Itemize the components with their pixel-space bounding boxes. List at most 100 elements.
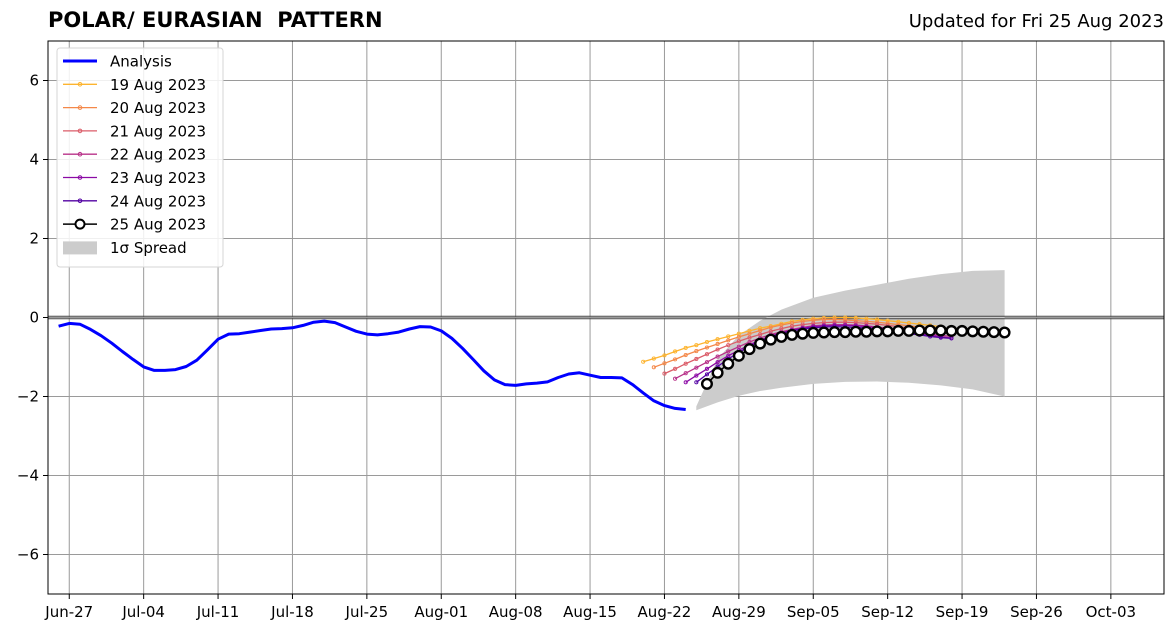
forecast-point: [694, 373, 699, 378]
forecast-point: [775, 330, 788, 343]
forecast-point: [715, 341, 720, 347]
forecast-point: [715, 337, 720, 342]
x-tick-label: Jul-11: [196, 603, 240, 621]
legend-marker: [77, 82, 83, 87]
forecast-point: [807, 326, 820, 339]
forecast-point: [683, 380, 688, 385]
forecast-point: [683, 371, 688, 376]
legend-marker: [77, 105, 83, 110]
forecast-point: [673, 349, 678, 354]
forecast-25-aug-2023: [700, 324, 1011, 390]
legend-label: Analysis: [110, 53, 172, 71]
spread-band: [696, 270, 1005, 411]
legend-label: 22 Aug 2023: [110, 146, 206, 164]
forecast-point: [715, 347, 720, 352]
forecast-point: [881, 325, 894, 338]
forecast-point: [651, 356, 656, 361]
forecast-point: [683, 361, 688, 366]
forecast-point: [704, 360, 710, 365]
legend-label: 21 Aug 2023: [110, 122, 206, 140]
legend-label: 20 Aug 2023: [110, 99, 206, 117]
forecast-point: [694, 365, 699, 370]
x-tick-label: Jun-27: [44, 603, 93, 621]
forecast-point: [694, 380, 699, 385]
forecast-point: [704, 339, 710, 345]
y-tick-label: 6: [29, 72, 39, 90]
forecast-point: [934, 324, 947, 337]
analysis-series: [58, 319, 686, 411]
forecast-line: [653, 318, 941, 368]
legend-label: 1σ Spread: [110, 239, 187, 257]
legend-marker: [74, 218, 86, 230]
analysis-line: [58, 319, 686, 411]
forecast-point: [704, 352, 710, 357]
legend-item: 25 Aug 2023: [63, 216, 206, 234]
x-tick-label: Sep-26: [1010, 603, 1063, 621]
forecast-point: [998, 326, 1011, 339]
x-tick-label: Sep-19: [936, 603, 989, 621]
x-tick-label: Oct-03: [1086, 603, 1136, 621]
legend-marker: [77, 198, 83, 204]
forecast-point: [747, 331, 752, 336]
forecast-point: [966, 325, 979, 338]
forecast-point: [956, 324, 969, 337]
forecast-point: [849, 325, 862, 338]
legend-item: 20 Aug 2023: [63, 99, 206, 117]
chart-title: POLAR/ EURASIAN PATTERN: [48, 8, 383, 32]
legend-item: 22 Aug 2023: [63, 146, 206, 164]
forecast-point: [892, 324, 905, 337]
legend: Analysis 19 Aug 2023 20 Aug 2023 21 Aug 202…: [56, 47, 224, 268]
latest-forecast-series: [700, 324, 1011, 390]
forecast-point: [673, 376, 678, 381]
forecast-point: [977, 325, 990, 338]
chart-updated-date: Updated for Fri 25 Aug 2023: [908, 11, 1164, 32]
forecast-point: [758, 326, 763, 331]
forecast-point: [828, 326, 841, 339]
forecast-point: [747, 335, 752, 340]
forecast-point: [700, 377, 713, 390]
forecast-point: [732, 349, 745, 362]
legend-item: 24 Aug 2023: [63, 192, 206, 210]
forecast-point: [843, 315, 848, 320]
forecast-point: [786, 328, 799, 341]
forecast-point: [726, 338, 731, 343]
x-tick-label: Jul-18: [270, 603, 314, 621]
x-tick-label: Aug-08: [489, 603, 543, 621]
forecast-point: [722, 357, 735, 370]
legend-label: 23 Aug 2023: [110, 169, 206, 187]
forecast-point: [843, 317, 848, 322]
legend-swatch: [63, 241, 97, 255]
x-tick-label: Aug-29: [712, 603, 766, 621]
forecast-point: [736, 339, 741, 344]
forecast-point: [704, 372, 710, 377]
legend-item: Analysis: [63, 53, 172, 71]
forecast-point: [726, 349, 731, 354]
forecast-point: [704, 366, 710, 371]
forecast-point: [726, 334, 731, 339]
x-tick-label: Jul-25: [345, 603, 389, 621]
forecast-point: [694, 343, 699, 348]
forecast-point: [683, 352, 688, 358]
forecast-point: [673, 357, 678, 362]
forecast-point: [736, 334, 741, 339]
legend-label: 24 Aug 2023: [110, 192, 206, 210]
forecast-line: [664, 321, 952, 375]
x-tick-label: Aug-22: [638, 603, 692, 621]
forecast-point: [987, 326, 1000, 339]
forecast-point: [726, 343, 731, 348]
x-tick-label: Aug-01: [414, 603, 468, 621]
forecast-point: [673, 366, 678, 371]
legend-item: 1σ Spread: [63, 239, 187, 257]
legend-marker: [77, 128, 83, 134]
legend-item: 21 Aug 2023: [63, 122, 206, 140]
forecast-point: [860, 325, 873, 338]
y-tick-label: 4: [29, 151, 39, 169]
y-tick-label: −2: [17, 388, 39, 406]
forecast-point: [743, 343, 756, 356]
forecast-point: [817, 326, 830, 339]
forecast-point: [711, 366, 724, 379]
forecast-point: [662, 361, 667, 366]
forecast-point: [758, 328, 763, 333]
forecast-point: [662, 353, 667, 358]
